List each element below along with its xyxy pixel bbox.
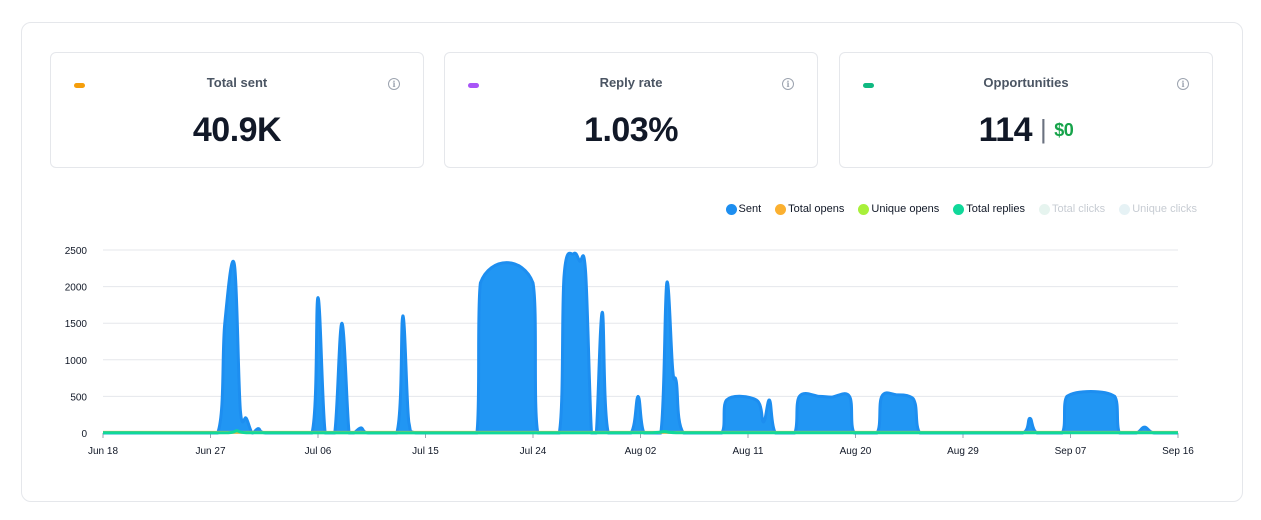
legend-swatch xyxy=(725,203,737,215)
legend-swatch xyxy=(775,203,787,215)
y-tick-label: 500 xyxy=(70,392,87,403)
legend-label: Unique clicks xyxy=(1132,203,1197,215)
opportunities-money: $0 xyxy=(1054,120,1074,140)
legend-swatch xyxy=(1119,203,1131,215)
sent-line xyxy=(102,251,1178,435)
legend-swatch xyxy=(953,203,965,215)
opportunities-count: 114 xyxy=(978,111,1033,149)
x-tick-label: Jul 15 xyxy=(412,446,439,457)
x-tick-label: Sep 16 xyxy=(1162,446,1194,457)
legend-label: Unique opens xyxy=(871,203,940,215)
chart-legend: Sent Total opens Unique opens Total repl… xyxy=(725,203,1197,215)
x-tick-label: Aug 02 xyxy=(625,446,657,457)
legend-label: Total clicks xyxy=(1052,203,1106,215)
legend-item-unique-clicks[interactable]: Unique clicks xyxy=(1119,203,1197,215)
y-tick-label: 1000 xyxy=(65,356,88,367)
y-tick-label: 2500 xyxy=(65,246,88,257)
x-tick-label: Jun 27 xyxy=(195,446,225,457)
total-sent-value: 40.9K xyxy=(192,111,282,149)
opportunities-title: Opportunities xyxy=(983,75,1069,90)
info-icon[interactable]: i xyxy=(388,78,400,90)
legend-item-sent[interactable]: Sent xyxy=(725,203,762,215)
x-tick-label: Jul 24 xyxy=(520,446,547,457)
total-sent-color-dot xyxy=(74,83,85,88)
legend-swatch xyxy=(1039,203,1050,215)
legend-item-total-replies[interactable]: Total replies xyxy=(953,203,1025,215)
legend-label: Total opens xyxy=(788,203,845,215)
total-sent-card: Total sent i 40.9K xyxy=(50,52,424,168)
x-tick-label: Jun 18 xyxy=(88,446,118,457)
total-replies-line xyxy=(102,429,1179,435)
value-separator: | xyxy=(1040,114,1047,144)
x-tick-label: Aug 20 xyxy=(840,446,872,457)
reply-rate-card: Reply rate i 1.03% xyxy=(444,52,818,168)
reply-rate-title: Reply rate xyxy=(599,75,663,90)
legend-item-total-opens[interactable]: Total opens xyxy=(775,203,844,215)
legend-label: Total replies xyxy=(966,203,1025,215)
reply-rate-value: 1.03% xyxy=(584,111,678,149)
info-icon[interactable]: i xyxy=(782,78,794,90)
x-tick-label: Sep 07 xyxy=(1055,446,1087,457)
y-tick-label: 1500 xyxy=(65,319,88,330)
legend-item-unique-opens[interactable]: Unique opens xyxy=(858,203,939,215)
x-tick-label: Aug 11 xyxy=(733,446,764,457)
reply-rate-color-dot xyxy=(468,83,479,88)
opportunities-value-row: 114 | $0 xyxy=(840,111,1212,150)
y-tick-label: 0 xyxy=(81,429,87,440)
info-icon[interactable]: i xyxy=(1177,78,1189,90)
x-tick-label: Aug 29 xyxy=(947,446,979,457)
x-tick-label: Jul 06 xyxy=(305,446,332,457)
total-sent-title: Total sent xyxy=(206,75,268,90)
opportunities-color-dot xyxy=(863,83,874,88)
y-tick-label: 2000 xyxy=(65,283,88,294)
legend-label: Sent xyxy=(738,203,762,215)
legend-item-total-clicks[interactable]: Total clicks xyxy=(1039,203,1105,215)
opportunities-card: Opportunities i 114 | $0 xyxy=(839,52,1213,168)
legend-swatch xyxy=(858,203,870,215)
